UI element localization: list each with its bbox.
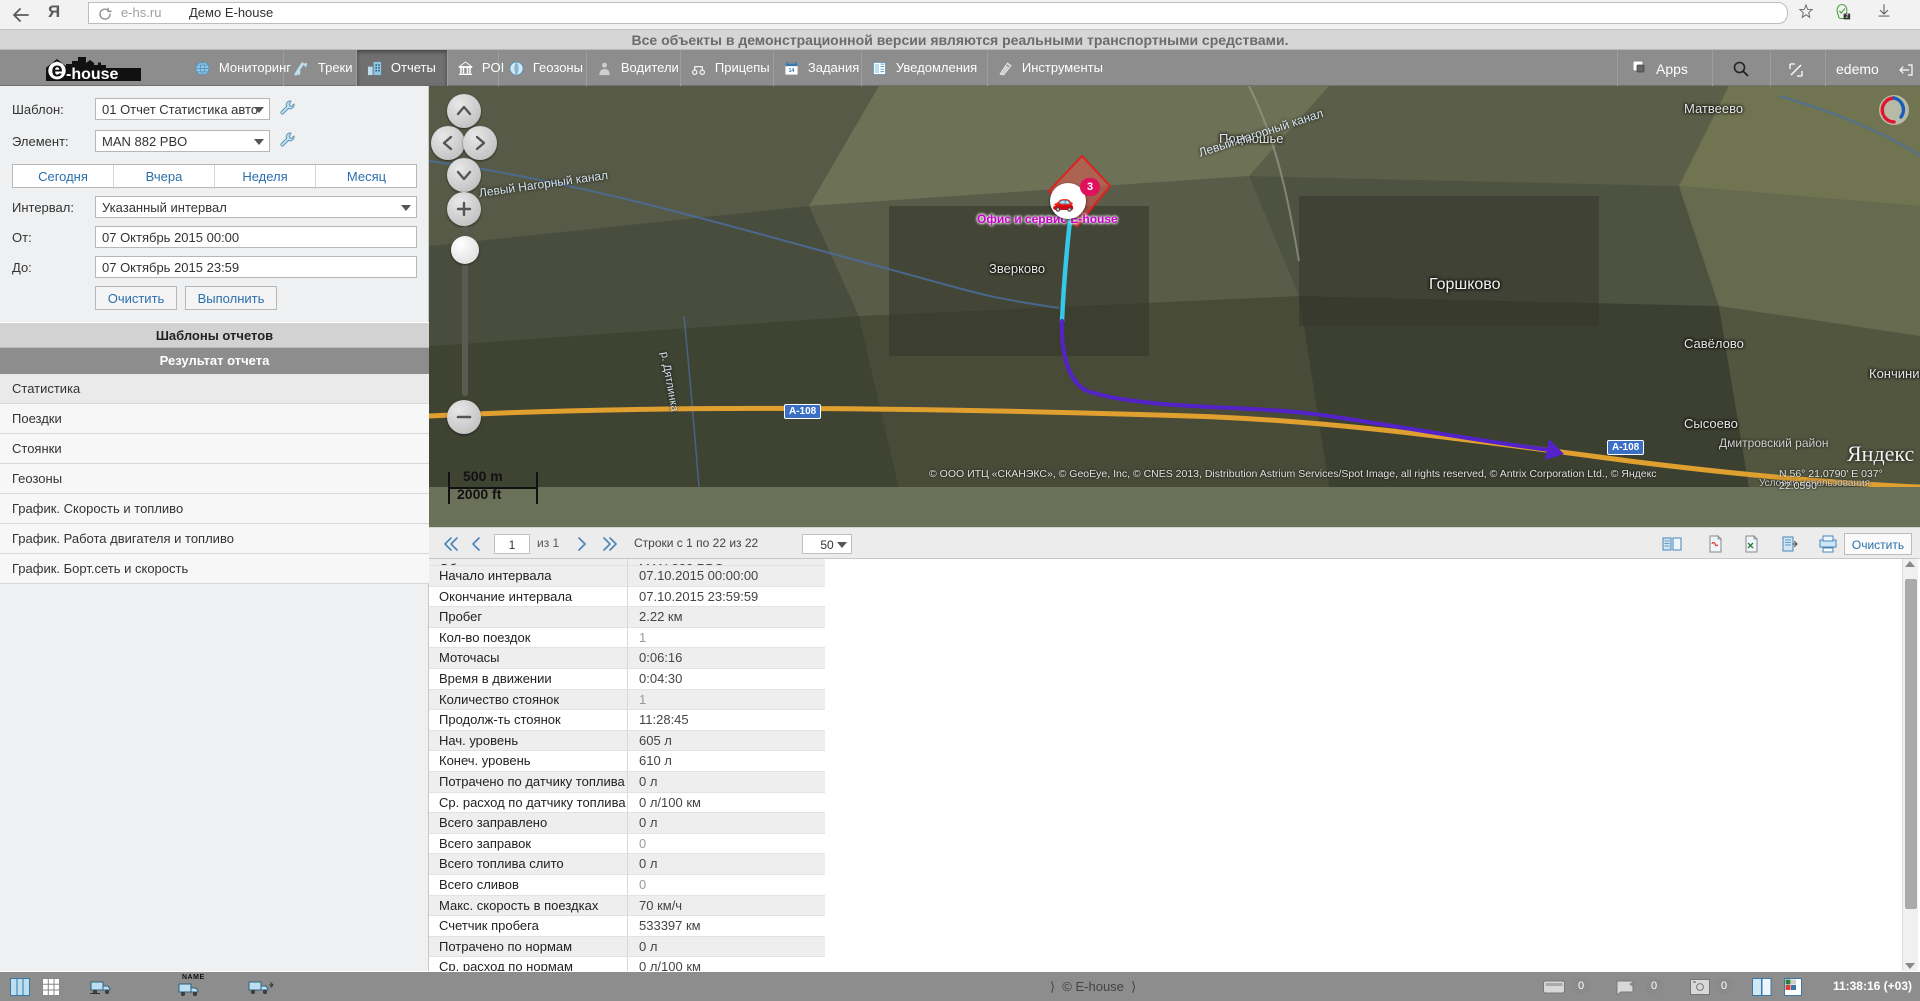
svg-text:14: 14 [789,68,795,74]
svg-text:2: 2 [1845,14,1848,20]
